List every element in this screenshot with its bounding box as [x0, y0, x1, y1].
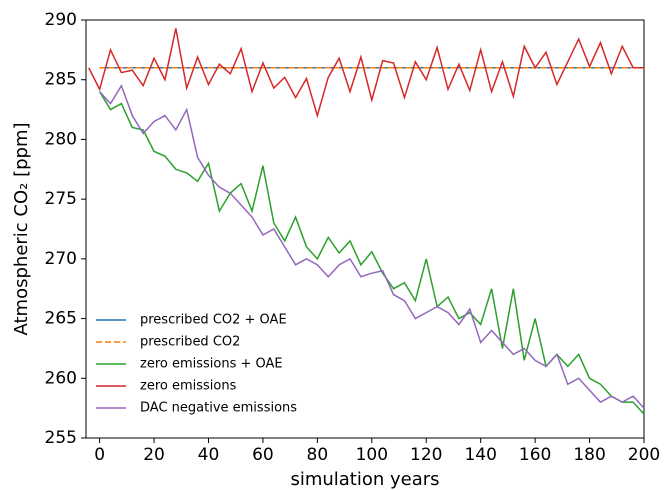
y-tick-label: 280: [45, 129, 77, 149]
y-axis-label: Atmospheric CO₂ [ppm]: [11, 122, 32, 335]
y-tick-label: 255: [45, 428, 77, 448]
x-tick-label: 200: [628, 445, 660, 465]
legend-label: zero emissions: [140, 379, 237, 394]
x-tick-label: 120: [410, 445, 442, 465]
legend-label: DAC negative emissions: [140, 401, 297, 416]
x-tick-label: 80: [307, 445, 329, 465]
x-tick-label: 140: [464, 445, 496, 465]
x-tick-label: 20: [143, 445, 165, 465]
y-tick-label: 260: [45, 368, 77, 388]
x-axis-label: simulation years: [290, 469, 439, 490]
x-tick-label: 160: [519, 445, 551, 465]
legend-label: prescribed CO2 + OAE: [140, 313, 287, 328]
y-tick-label: 285: [45, 70, 77, 90]
series-line: [99, 83, 645, 409]
x-tick-label: 0: [94, 445, 105, 465]
x-tick-label: 100: [356, 445, 388, 465]
y-tick-label: 270: [45, 249, 77, 269]
legend-label: zero emissions + OAE: [140, 357, 283, 372]
y-tick-label: 290: [45, 10, 77, 30]
x-tick-label: 40: [198, 445, 220, 465]
legend-label: prescribed CO2: [140, 335, 240, 350]
x-tick-label: 60: [252, 445, 274, 465]
plot-frame: [85, 19, 645, 439]
x-tick-label: 180: [573, 445, 605, 465]
y-tick-label: 275: [45, 189, 77, 209]
series-line: [88, 28, 644, 119]
y-tick-label: 265: [45, 309, 77, 329]
